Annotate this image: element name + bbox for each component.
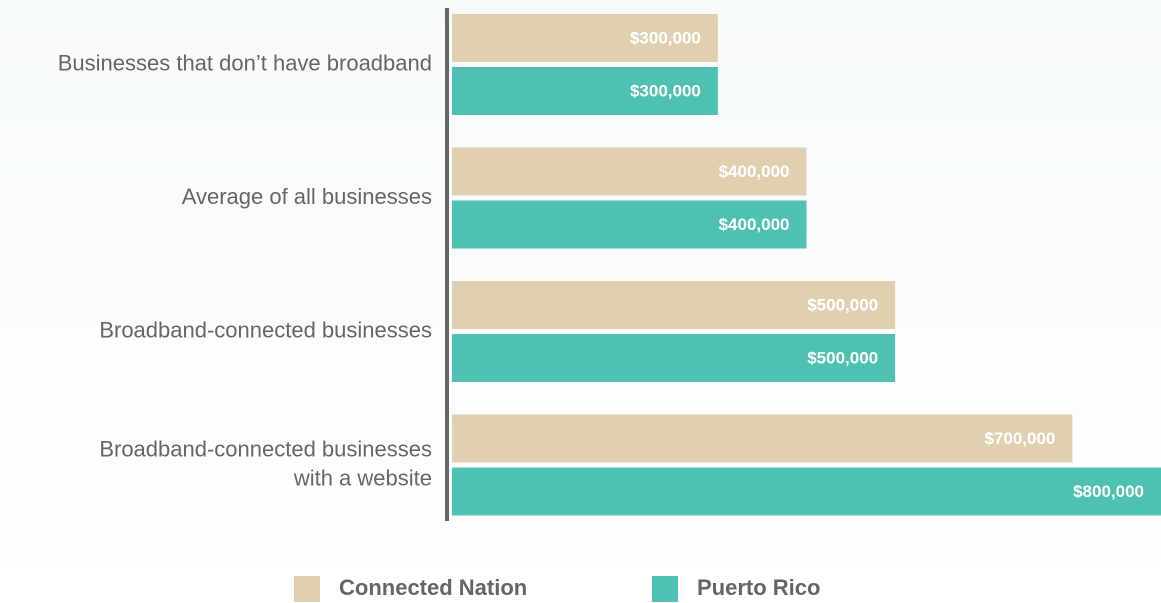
category-label: Broadband-connected businesses [99, 317, 432, 342]
legend-label: Connected Nation [339, 575, 527, 600]
bar [452, 200, 807, 249]
bar [452, 147, 807, 196]
bar [452, 281, 896, 329]
bar [452, 467, 1161, 516]
data-label: $300,000 [630, 28, 701, 47]
legend-label: Puerto Rico [697, 575, 820, 600]
category-label-line: Broadband-connected businesses [99, 436, 432, 461]
legend-swatch [294, 576, 320, 602]
data-label: $700,000 [984, 429, 1055, 448]
category-label: Businesses that don’t have broadband [58, 50, 432, 75]
bar [452, 14, 718, 62]
category-label: Average of all businesses [182, 184, 432, 209]
data-label: $500,000 [807, 348, 878, 367]
data-label: $400,000 [719, 215, 790, 234]
data-label: $300,000 [630, 81, 701, 100]
data-label: $800,000 [1073, 482, 1144, 501]
category-label: Broadband-connected businesses with a web… [99, 436, 432, 490]
bar [452, 67, 718, 115]
data-label: $500,000 [807, 295, 878, 314]
bar [452, 334, 896, 382]
bar [452, 414, 1073, 463]
category-label-line: with a website [293, 465, 432, 490]
legend-swatch [652, 576, 678, 602]
data-label: $400,000 [719, 162, 790, 181]
